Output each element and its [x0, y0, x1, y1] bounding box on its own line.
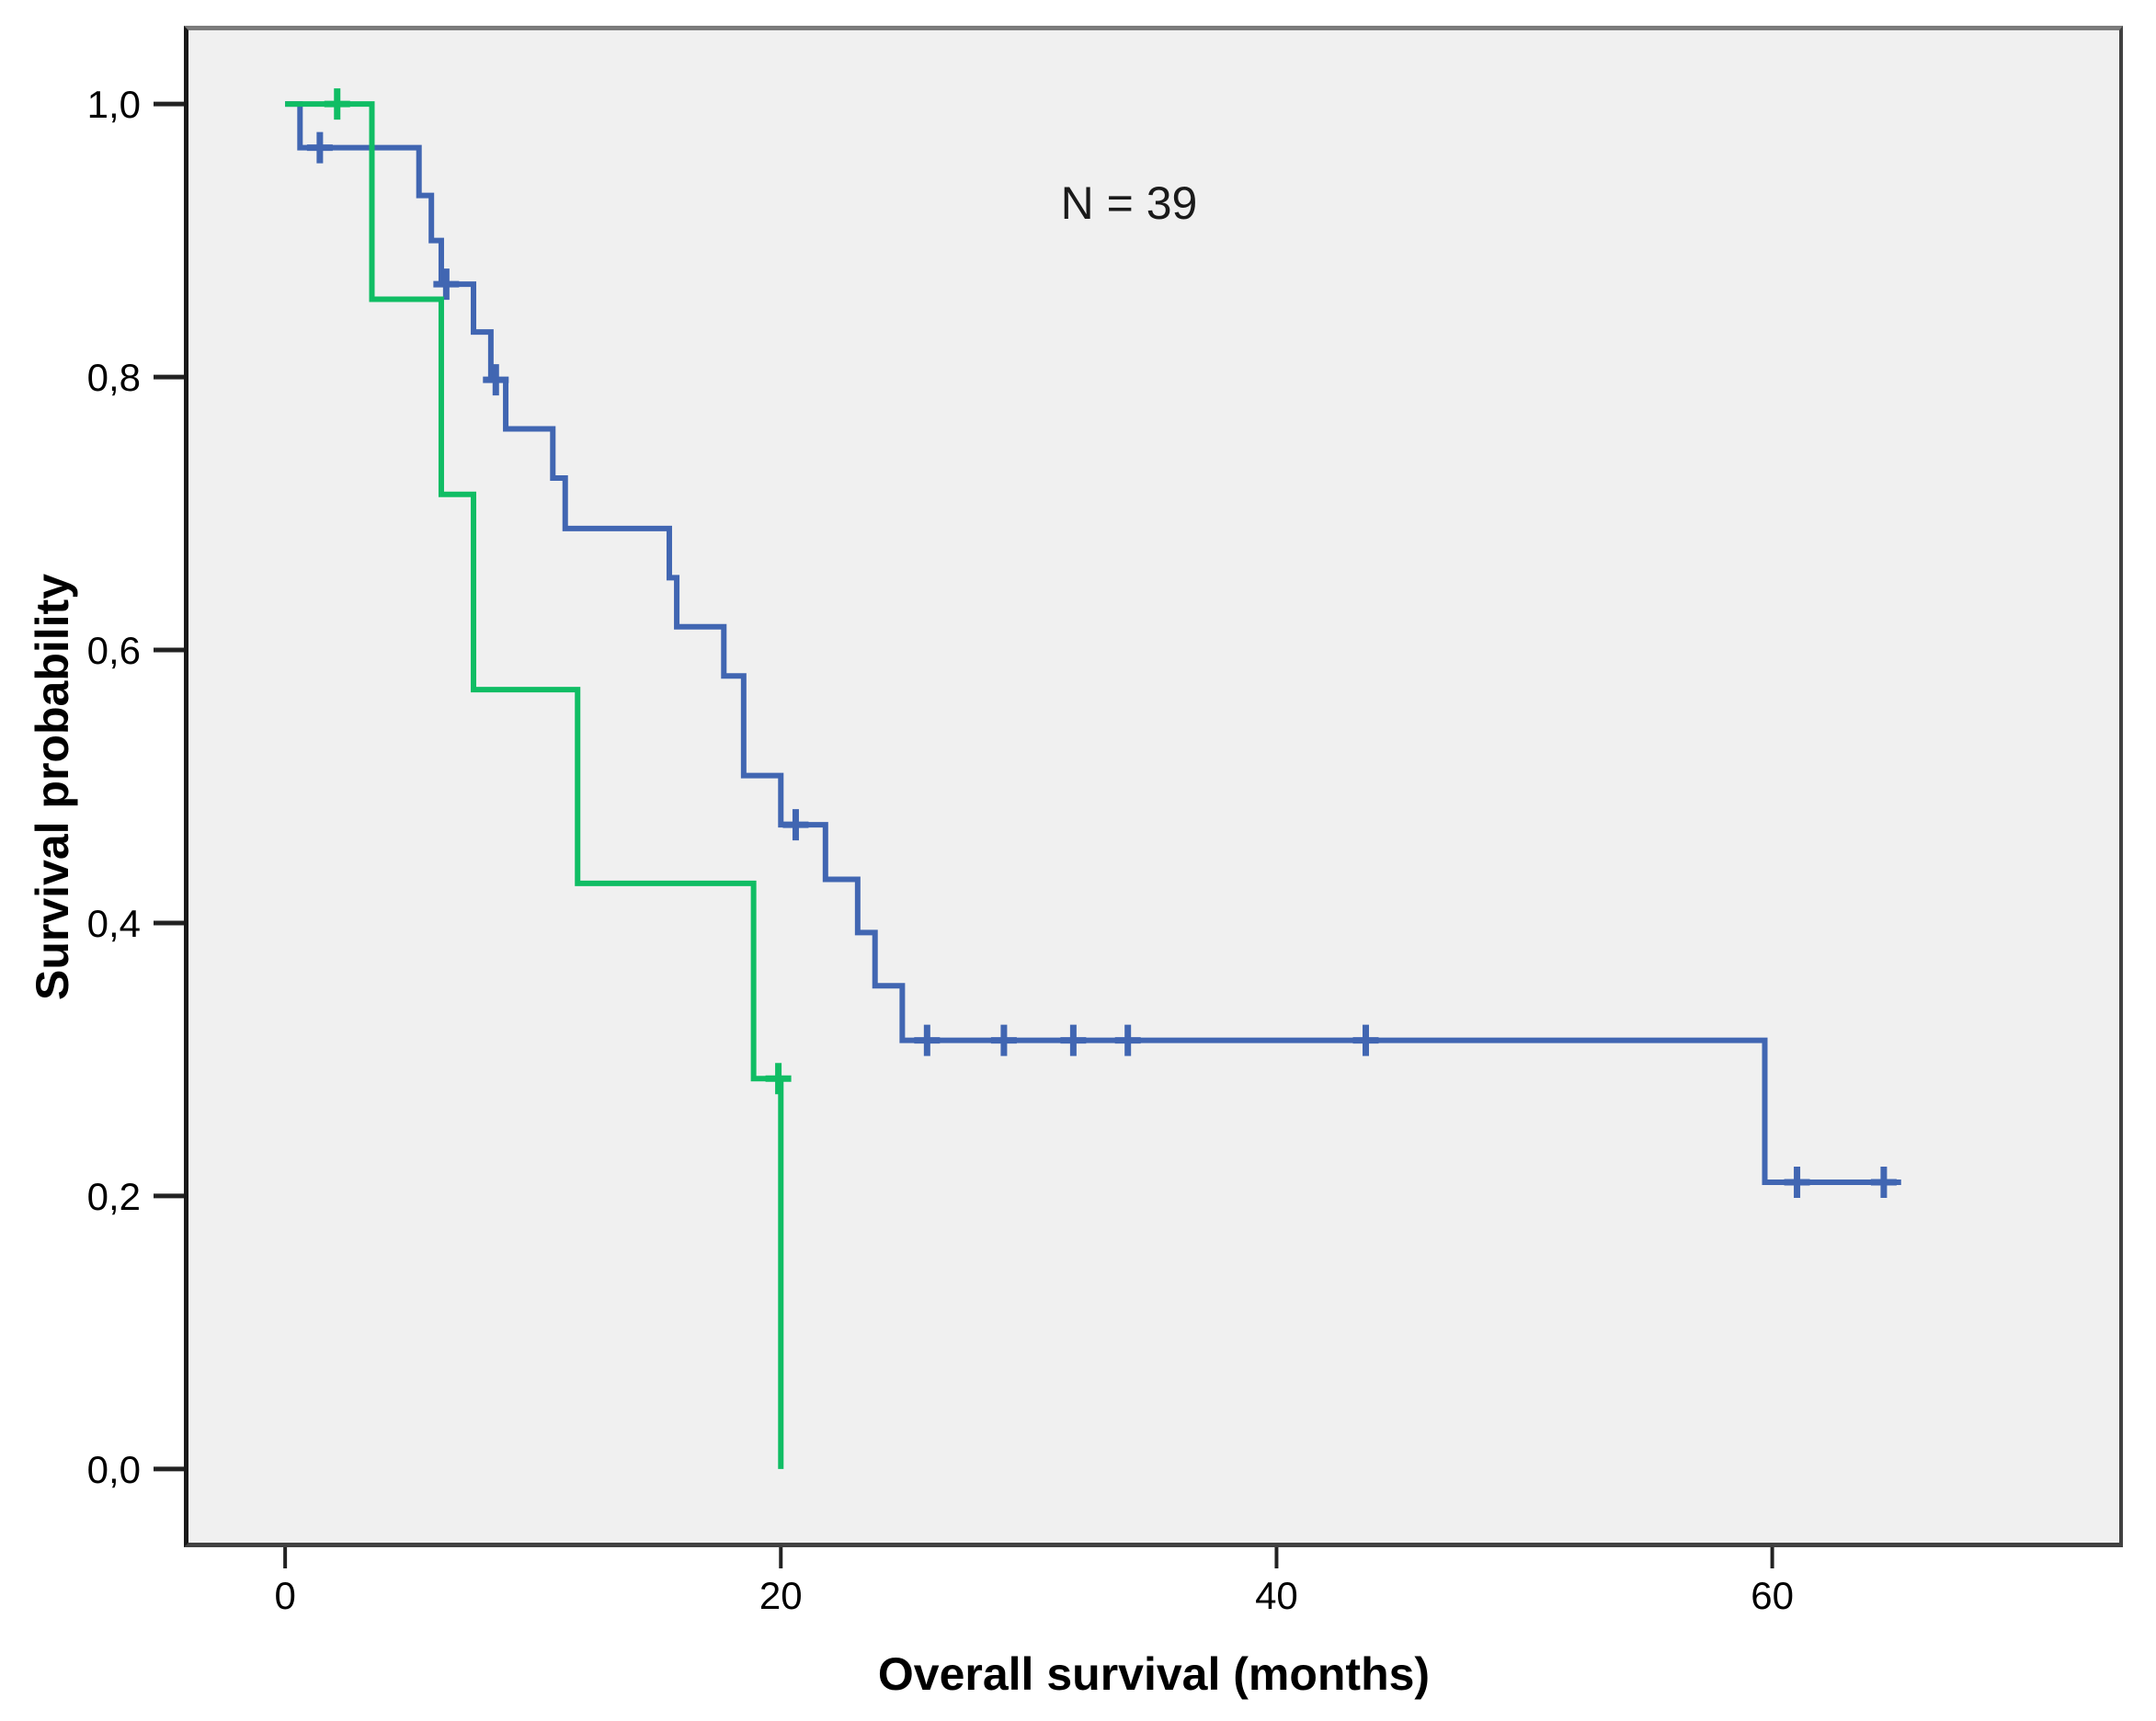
- censor-mark-blue: [1114, 1024, 1141, 1056]
- sample-size-annotation: N = 39: [1060, 177, 1198, 229]
- censor-mark-blue: [433, 268, 460, 301]
- x-tick-label: 0: [274, 1574, 295, 1617]
- y-tick-label: 0,6: [87, 629, 141, 672]
- censor-mark-green: [324, 88, 350, 120]
- censor-mark-blue: [483, 364, 509, 396]
- censor-mark-blue: [782, 809, 809, 841]
- censor-mark-green: [765, 1063, 792, 1095]
- y-axis-title: Survival probability: [27, 574, 78, 1001]
- censor-mark-blue: [1060, 1024, 1087, 1056]
- survival-curve-blue: [285, 101, 1901, 1186]
- plot-area: [184, 26, 2123, 1547]
- censor-mark-blue: [306, 131, 333, 164]
- y-tick-label: 0,0: [87, 1448, 141, 1491]
- x-tick-label: 60: [1751, 1574, 1794, 1617]
- y-tick-label: 0,2: [87, 1175, 141, 1218]
- survival-curve-green: [285, 101, 784, 1469]
- x-tick-label: 40: [1255, 1574, 1298, 1617]
- censor-mark-blue: [990, 1024, 1017, 1056]
- y-tick-label: 0,8: [87, 356, 141, 399]
- censor-mark-blue: [914, 1024, 941, 1056]
- x-axis-title: Overall survival (months): [877, 1648, 1431, 1700]
- censor-mark-blue: [1352, 1024, 1379, 1056]
- censor-mark-blue: [1784, 1167, 1810, 1199]
- x-tick-label: 20: [759, 1574, 803, 1617]
- y-tick-label: 0,4: [87, 902, 141, 945]
- censor-mark-blue: [1870, 1167, 1897, 1199]
- y-tick-label: 1,0: [87, 83, 141, 126]
